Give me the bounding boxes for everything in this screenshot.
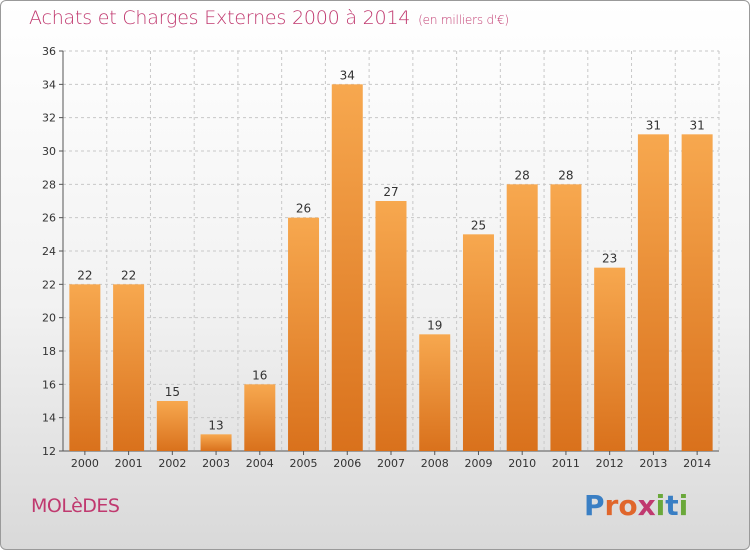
bar xyxy=(550,184,582,452)
y-tick-label: 20 xyxy=(42,312,56,325)
chart-subtitle: (en milliers d'€) xyxy=(418,13,509,27)
commune-name: MOLèDES xyxy=(31,495,120,517)
bar xyxy=(113,284,145,451)
y-tick-label: 24 xyxy=(42,245,56,258)
x-tick-label: 2002 xyxy=(158,457,186,470)
x-tick-label: 2005 xyxy=(290,457,318,470)
y-tick-label: 32 xyxy=(42,112,56,125)
bar-value-label: 27 xyxy=(383,185,398,199)
bar xyxy=(506,184,538,452)
bar-value-label: 26 xyxy=(296,202,311,216)
y-tick-label: 36 xyxy=(42,45,56,58)
y-tick-label: 14 xyxy=(42,412,56,425)
bar xyxy=(288,217,320,451)
bar-value-label: 13 xyxy=(208,418,223,432)
bar xyxy=(594,267,626,451)
y-tick-label: 34 xyxy=(42,78,56,91)
bar-value-label: 15 xyxy=(165,385,180,399)
y-tick-label: 16 xyxy=(42,378,56,391)
logo-letter: i xyxy=(678,489,689,522)
x-tick-label: 2008 xyxy=(421,457,449,470)
x-tick-label: 2012 xyxy=(596,457,624,470)
bar-value-label: 31 xyxy=(689,118,704,132)
bar-value-label: 19 xyxy=(427,318,442,332)
y-tick-label: 26 xyxy=(42,212,56,225)
chart-title-text: Achats et Charges Externes 2000 à 2014 xyxy=(29,7,411,29)
x-tick-label: 2006 xyxy=(333,457,361,470)
x-tick-label: 2004 xyxy=(246,457,274,470)
bar-value-label: 28 xyxy=(558,168,573,182)
x-tick-label: 2010 xyxy=(508,457,536,470)
logo-letter: P xyxy=(584,489,605,522)
y-tick-label: 28 xyxy=(42,178,56,191)
bar xyxy=(637,134,669,452)
logo-letter: o xyxy=(618,489,638,522)
bars xyxy=(69,84,713,452)
chart-title: Achats et Charges Externes 2000 à 2014 (e… xyxy=(29,7,509,29)
proxiti-logo: Proxiti xyxy=(584,489,688,522)
bar xyxy=(331,84,363,451)
bar xyxy=(419,334,451,451)
labels: 12 14 16 18 20 22 24 26 28 30 32 34 36 22 2000 22 2001 15… xyxy=(42,45,711,470)
y-tick-label: 12 xyxy=(42,445,56,458)
bar xyxy=(244,384,276,451)
bar-value-label: 22 xyxy=(77,268,92,282)
bar xyxy=(462,234,494,451)
bar-value-label: 31 xyxy=(646,118,661,132)
y-tick-label: 30 xyxy=(42,145,56,158)
bar-value-label: 16 xyxy=(252,368,267,382)
bar-value-label: 25 xyxy=(471,218,486,232)
logo-letter: r xyxy=(604,489,619,522)
logo-letter: t xyxy=(665,489,679,522)
bar xyxy=(156,401,188,451)
x-tick-label: 2003 xyxy=(202,457,230,470)
x-tick-label: 2001 xyxy=(115,457,143,470)
logo-letter: x xyxy=(637,489,656,522)
x-tick-label: 2013 xyxy=(639,457,667,470)
bar xyxy=(681,134,713,452)
y-tick-label: 22 xyxy=(42,278,56,291)
x-tick-label: 2014 xyxy=(683,457,711,470)
bar xyxy=(375,201,407,451)
bar xyxy=(200,434,232,451)
x-tick-label: 2007 xyxy=(377,457,405,470)
logo-letter: i xyxy=(655,489,666,522)
x-tick-label: 2011 xyxy=(552,457,580,470)
bar-value-label: 28 xyxy=(515,168,530,182)
x-tick-label: 2000 xyxy=(71,457,99,470)
bar xyxy=(69,284,101,451)
bar-value-label: 22 xyxy=(121,268,136,282)
x-tick-label: 2009 xyxy=(464,457,492,470)
bar-value-label: 23 xyxy=(602,252,617,266)
bar-value-label: 34 xyxy=(340,68,355,82)
y-tick-label: 18 xyxy=(42,345,56,358)
